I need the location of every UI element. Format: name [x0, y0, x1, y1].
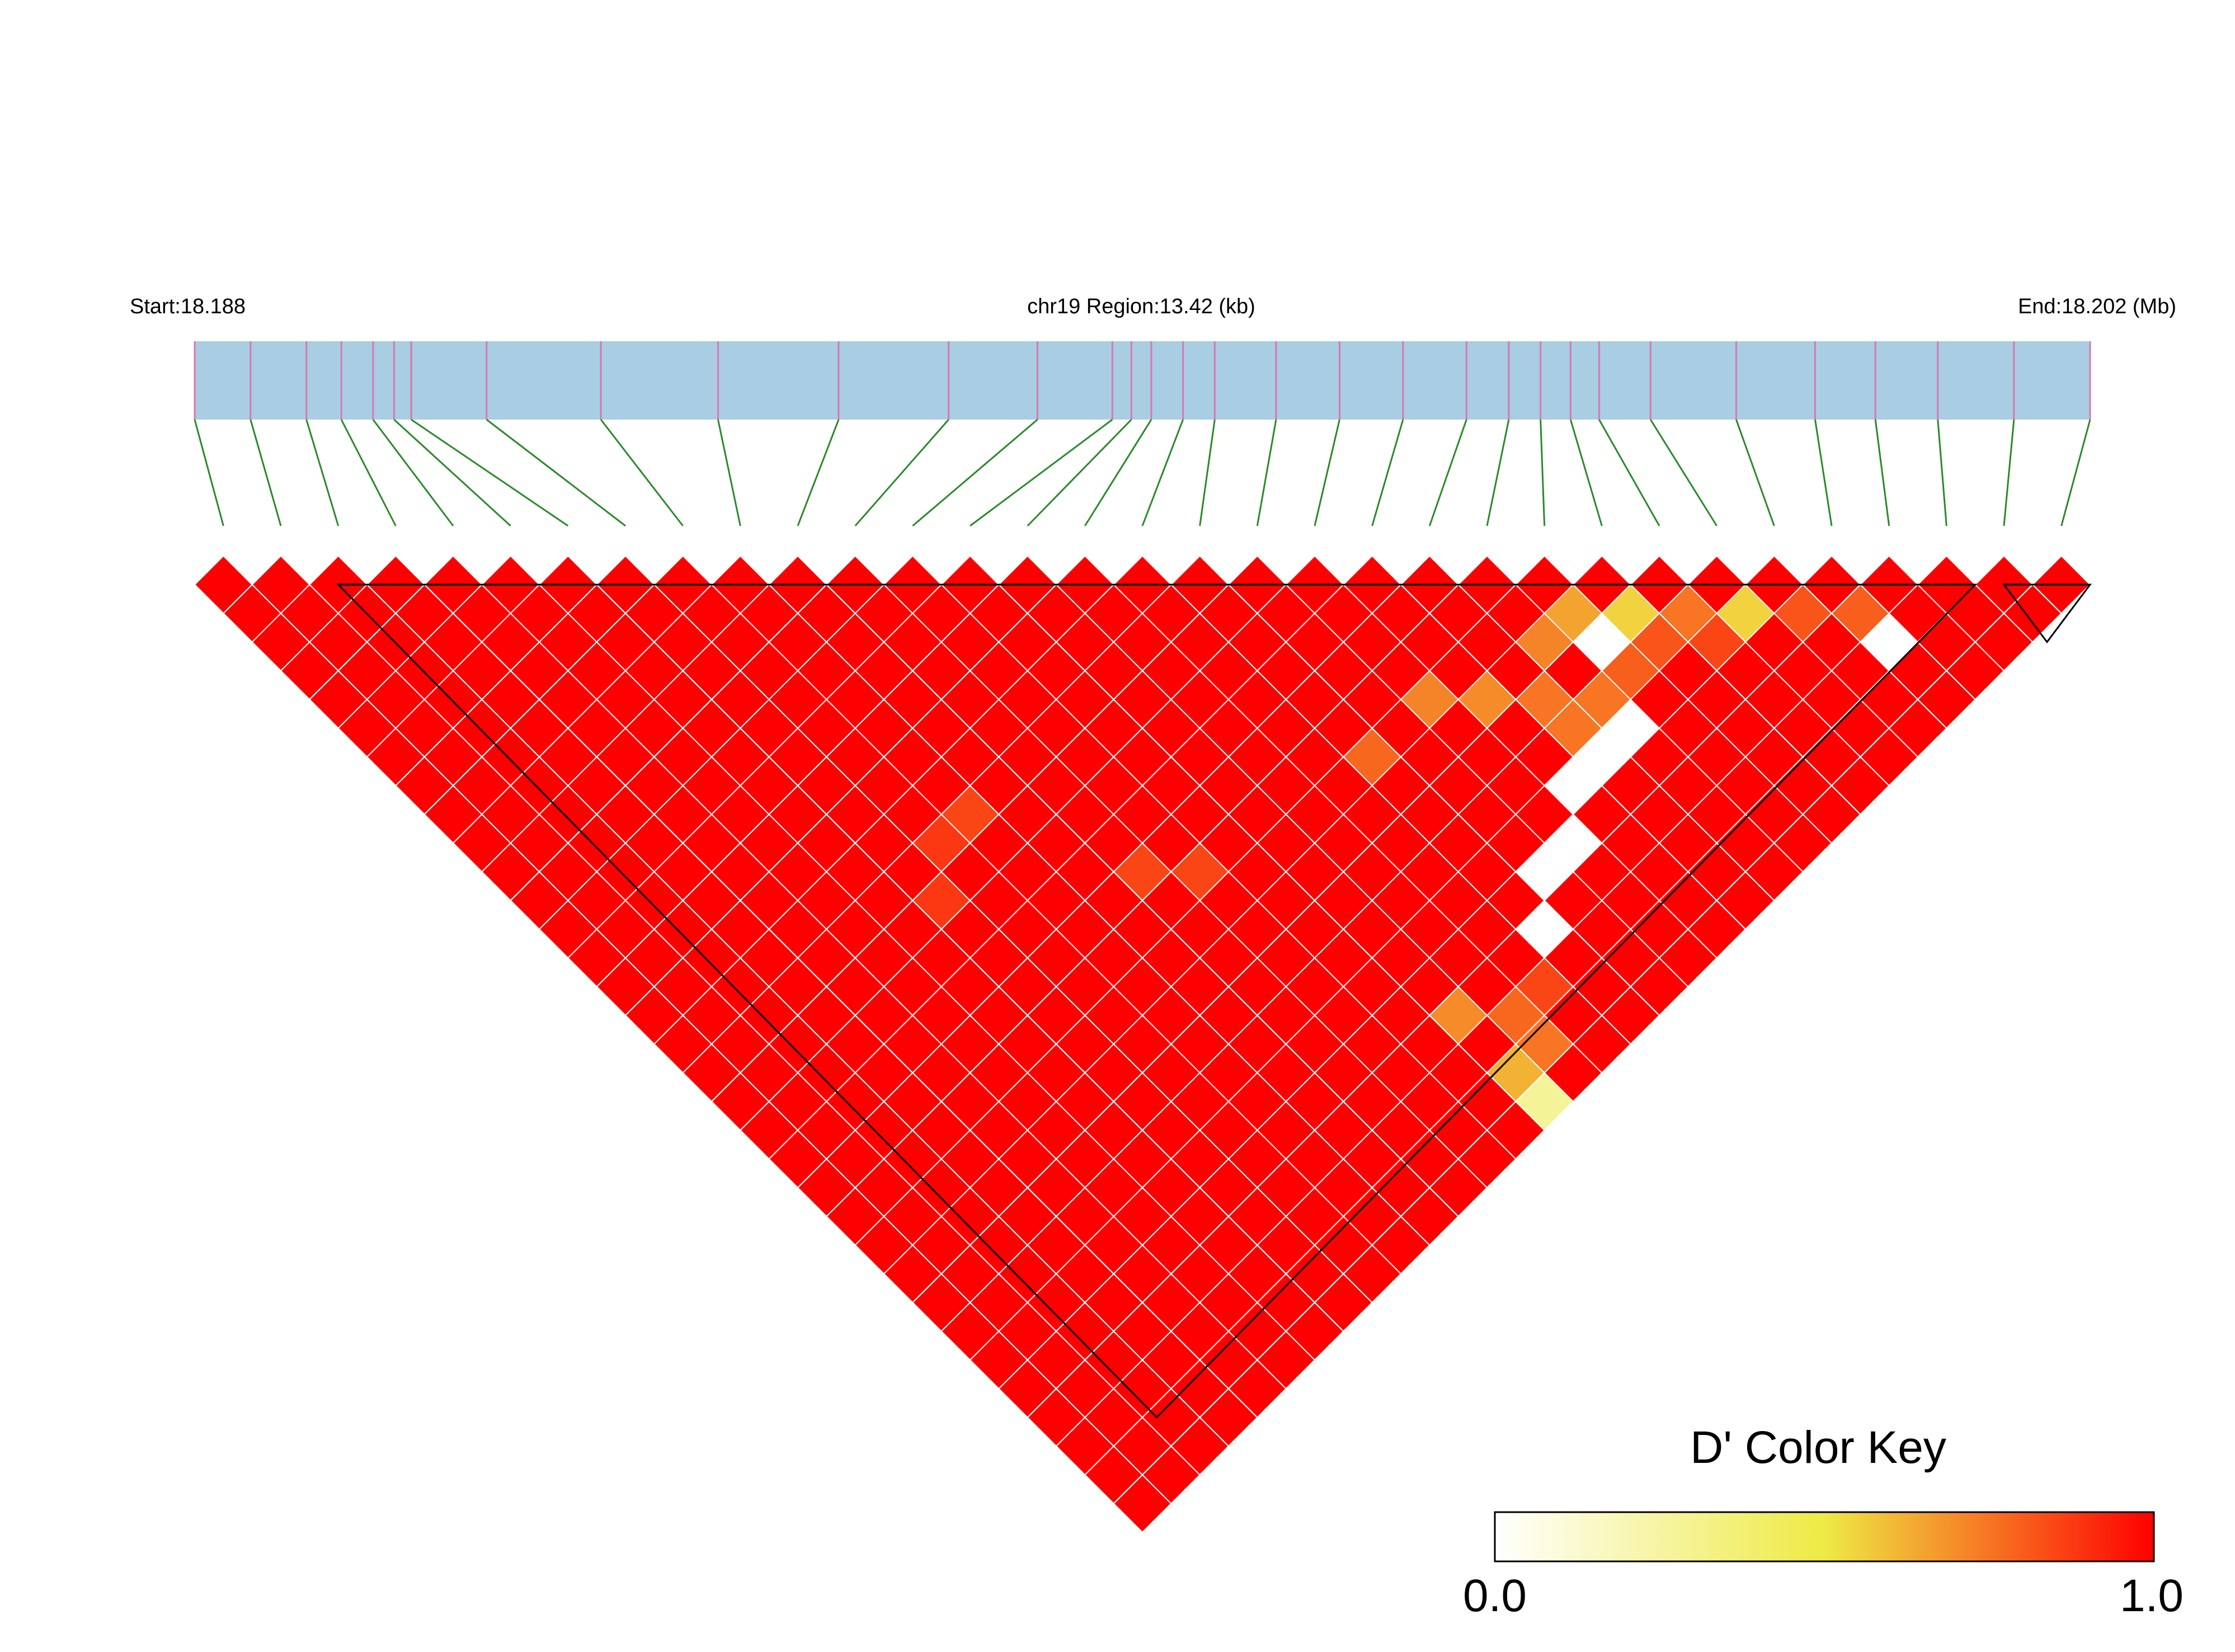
- snp-connector: [1874, 419, 1890, 526]
- region-label: chr19 Region:13.42 (kb): [1027, 295, 1255, 318]
- snp-connector: [194, 419, 224, 526]
- snp-connector: [250, 419, 282, 526]
- snp-connector: [797, 419, 840, 526]
- legend-title: D' Color Key: [1690, 1422, 1946, 1473]
- snp-connector: [1084, 419, 1152, 526]
- snp-connector: [600, 419, 684, 526]
- start-label: Start:18.188: [130, 295, 246, 318]
- ld-block-outline: [336, 583, 1978, 1419]
- snp-connector: [372, 419, 454, 526]
- end-label: End:18.202 (Mb): [2018, 295, 2176, 318]
- snp-connector: [1141, 419, 1184, 526]
- ld-block-outline: [2002, 583, 2092, 644]
- region-bar: [195, 341, 2090, 420]
- legend-max-label: 1.0: [2120, 1570, 2184, 1621]
- snp-connector: [1649, 419, 1718, 526]
- ld-block-outline-group: [336, 583, 2092, 1419]
- snp-connector: [912, 418, 1038, 527]
- snp-connector: [486, 418, 626, 527]
- snp-connector: [1371, 419, 1404, 526]
- snp-connector: [1428, 419, 1467, 526]
- snp-connector: [1569, 419, 1603, 526]
- snp-connector-group: [194, 418, 2091, 527]
- snp-connector: [393, 418, 511, 527]
- snp-connector: [1937, 419, 1947, 526]
- snp-connector: [854, 419, 949, 526]
- snp-connector: [2060, 419, 2091, 526]
- snp-connector: [1199, 419, 1216, 526]
- snp-connector: [411, 418, 569, 527]
- snp-connector: [1027, 418, 1132, 527]
- snp-connector: [340, 419, 397, 526]
- snp-connector: [970, 418, 1113, 527]
- snp-connector: [1540, 419, 1546, 526]
- snp-connector: [1486, 419, 1510, 526]
- snp-connector: [2003, 419, 2015, 526]
- ld-cell-group: [194, 555, 2091, 1533]
- snp-connector: [1814, 419, 1833, 526]
- snp-connector: [717, 419, 741, 526]
- snp-connector: [1598, 419, 1660, 526]
- snp-connector: [1735, 419, 1775, 526]
- snp-connector: [1314, 419, 1340, 526]
- snp-connector: [305, 419, 340, 526]
- snp-tick-group: [194, 341, 2091, 420]
- snp-connector: [1256, 419, 1277, 526]
- legend-min-label: 0.0: [1463, 1570, 1527, 1621]
- legend-color-bar: [1494, 1511, 2155, 1562]
